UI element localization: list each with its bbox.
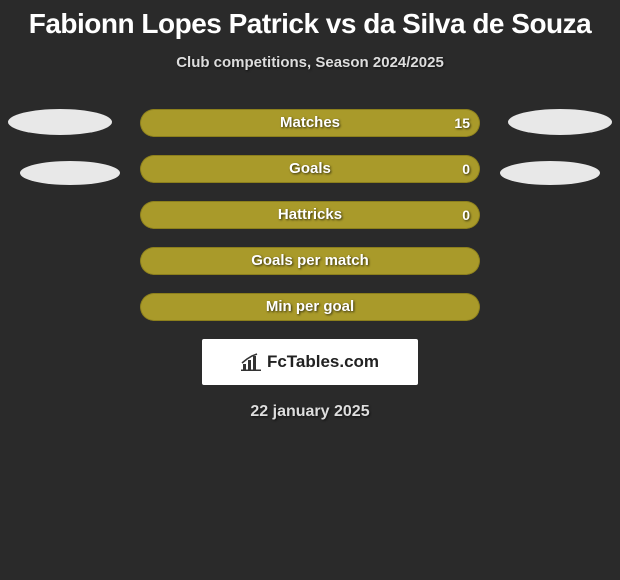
comparison-chart: Matches 15 Goals 0 Hattricks 0 Goals per…	[0, 109, 620, 421]
bar-value: 15	[454, 109, 470, 137]
footer-date: 22 january 2025	[0, 403, 620, 421]
bar-row-matches: Matches 15	[140, 109, 480, 137]
player-left-placeholder-2	[20, 161, 120, 185]
bar-label: Matches	[140, 109, 480, 137]
bars-container: Matches 15 Goals 0 Hattricks 0 Goals per…	[140, 109, 480, 321]
bar-row-min-per-goal: Min per goal	[140, 293, 480, 321]
bar-label: Min per goal	[140, 293, 480, 321]
player-right-placeholder-1	[508, 109, 612, 135]
player-right-placeholder-2	[500, 161, 600, 185]
logo-box: FcTables.com	[202, 339, 418, 385]
bar-label: Goals	[140, 155, 480, 183]
bar-chart-icon	[241, 353, 263, 371]
bar-label: Hattricks	[140, 201, 480, 229]
bar-value: 0	[462, 201, 470, 229]
player-left-placeholder-1	[8, 109, 112, 135]
bar-value: 0	[462, 155, 470, 183]
logo-text: FcTables.com	[267, 352, 379, 372]
subtitle: Club competitions, Season 2024/2025	[0, 54, 620, 71]
bar-row-goals: Goals 0	[140, 155, 480, 183]
bar-row-goals-per-match: Goals per match	[140, 247, 480, 275]
bar-row-hattricks: Hattricks 0	[140, 201, 480, 229]
page-title: Fabionn Lopes Patrick vs da Silva de Sou…	[0, 0, 620, 40]
bar-label: Goals per match	[140, 247, 480, 275]
